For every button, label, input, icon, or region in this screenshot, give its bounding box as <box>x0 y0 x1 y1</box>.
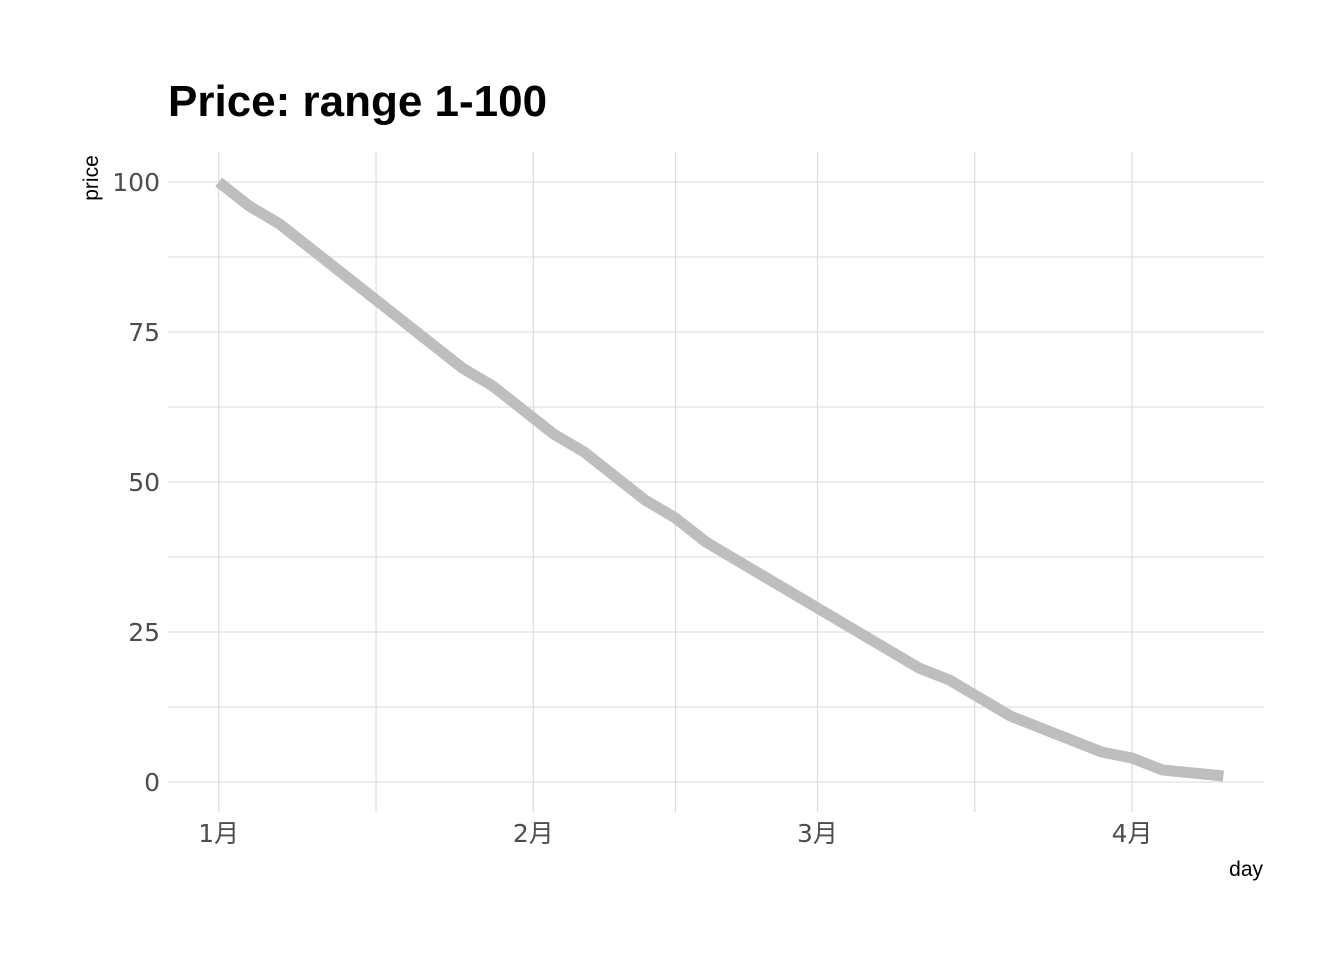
x-tick-label: 3月 <box>797 819 838 848</box>
y-tick-label: 100 <box>112 168 160 197</box>
y-tick-label: 0 <box>144 768 160 797</box>
chart-title: Price: range 1-100 <box>168 77 547 126</box>
y-tick-label: 50 <box>128 468 160 497</box>
x-tick-label: 4月 <box>1112 819 1153 848</box>
y-axis-ticks: 0 25 50 75 100 <box>112 168 160 797</box>
x-axis-title: day <box>1229 858 1263 881</box>
x-tick-label: 1月 <box>198 819 239 848</box>
price-series-line <box>215 177 1224 782</box>
y-tick-label: 25 <box>128 618 160 647</box>
y-tick-label: 75 <box>128 318 160 347</box>
series-group <box>215 177 1224 782</box>
x-tick-label: 2月 <box>513 819 554 848</box>
x-axis-ticks: 1月 2月 3月 4月 <box>198 819 1152 848</box>
grid <box>168 152 1264 812</box>
y-axis-title: price <box>80 155 103 201</box>
